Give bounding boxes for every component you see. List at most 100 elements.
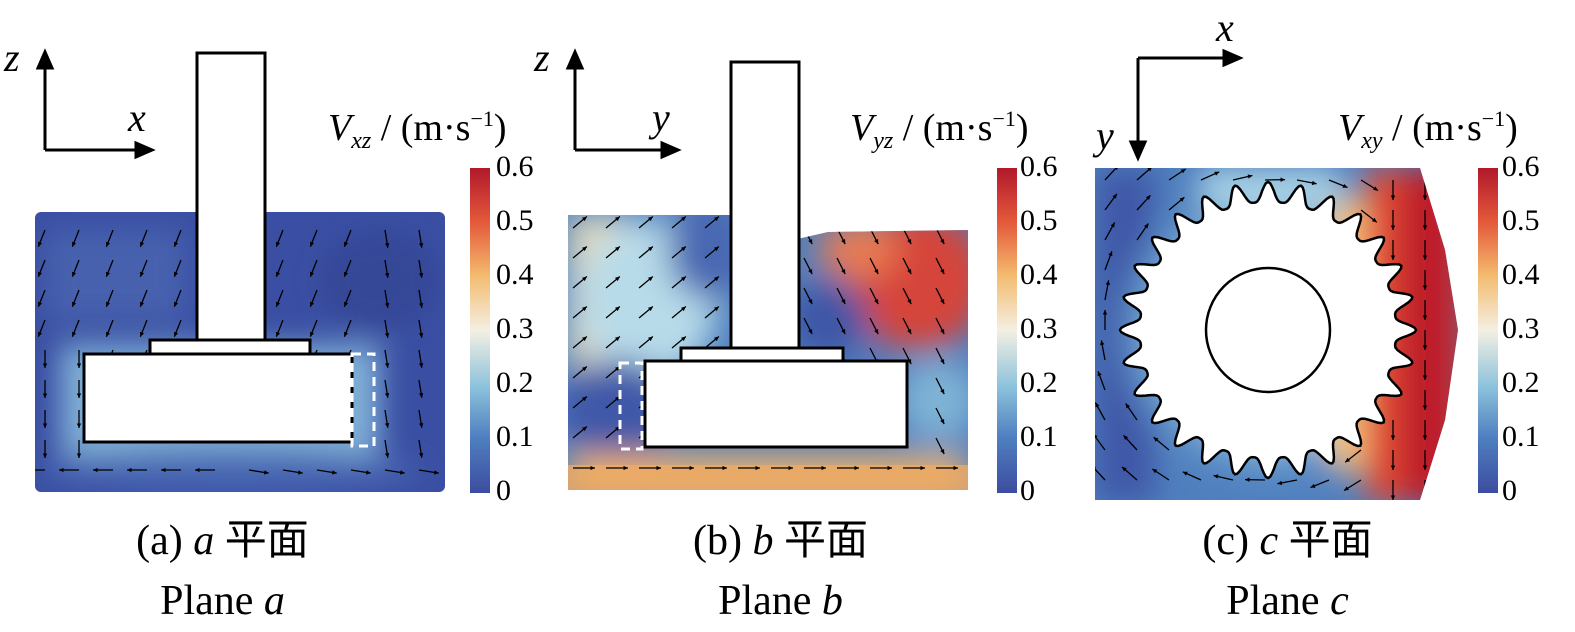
vector-arrowhead bbox=[681, 216, 686, 222]
vector-arrowhead bbox=[174, 301, 179, 307]
panel-c-caption-cn: (c) c 平面 bbox=[1025, 520, 1550, 562]
vector-arrowhead bbox=[1371, 217, 1377, 223]
vector-arrowhead bbox=[276, 331, 281, 337]
panel-c: x y Vxy / (m·s−1) 0.6 0.5 0.4 0.3 0.2 0.… bbox=[1050, 0, 1575, 632]
vector-arrowhead bbox=[1345, 457, 1351, 463]
colorbar-tick-label: 0.3 bbox=[496, 312, 534, 345]
vector-arrowhead bbox=[1152, 468, 1158, 474]
panel-a-caption-en: Plane a bbox=[0, 580, 485, 622]
vector-arrowhead bbox=[174, 241, 179, 247]
vector-arrowhead bbox=[310, 271, 315, 277]
vector-arrowhead bbox=[72, 241, 77, 247]
vector-arrowhead bbox=[681, 306, 686, 312]
vector-arrowhead bbox=[1108, 251, 1113, 257]
vector-arrowhead bbox=[331, 470, 337, 475]
vector-arrowhead bbox=[140, 331, 145, 337]
vector-arrowhead bbox=[344, 301, 349, 307]
vector-arrowhead bbox=[874, 269, 879, 275]
vector-arrowhead bbox=[1277, 480, 1283, 486]
vector-arrowhead bbox=[42, 423, 48, 428]
colorbar-tick-label: 0.5 bbox=[496, 204, 534, 237]
panel-a-graphics bbox=[25, 48, 490, 493]
vector-arrowhead bbox=[106, 241, 111, 247]
vector-arrowhead bbox=[25, 468, 30, 472]
vector-arrowhead bbox=[615, 276, 620, 282]
vector-arrowhead bbox=[1145, 195, 1151, 201]
colorbar-tick-label: 0.6 bbox=[496, 150, 534, 183]
vector-arrowhead bbox=[384, 272, 390, 278]
vector-arrowhead bbox=[1422, 195, 1428, 200]
panel-c-colorbar-unit-sup: −1 bbox=[1481, 106, 1506, 131]
vector-arrowhead bbox=[648, 216, 653, 222]
vector-arrowhead bbox=[1095, 433, 1098, 439]
panel-a-vertical-axis-label: z bbox=[4, 35, 20, 80]
vector-arrowhead bbox=[276, 271, 281, 277]
vector-arrowhead bbox=[887, 465, 892, 471]
vector-arrowhead bbox=[1247, 174, 1253, 179]
caption-cn: 平面 bbox=[773, 518, 868, 564]
vector-arrowhead bbox=[1110, 222, 1115, 228]
colorbar-tick-label: 0.5 bbox=[1020, 204, 1058, 237]
panel-a-colorbar-title: Vxz / (m·s−1) bbox=[328, 106, 507, 154]
vector-arrowhead bbox=[648, 276, 653, 282]
vector-arrowhead bbox=[907, 329, 912, 335]
vector-arrowhead bbox=[1422, 225, 1428, 230]
panel-c-colorbar-var: V bbox=[1338, 107, 1362, 149]
vector-arrowhead bbox=[1102, 310, 1108, 315]
vector-arrowhead bbox=[263, 470, 269, 475]
vector-arrowhead bbox=[1390, 255, 1396, 260]
vector-arrowhead bbox=[1125, 403, 1131, 409]
vector-arrowhead bbox=[76, 453, 82, 458]
panel-a-caption-cn: (a) a 平面 bbox=[0, 520, 485, 562]
vector-arrowhead bbox=[1245, 477, 1250, 482]
vector-arrowhead bbox=[72, 331, 77, 337]
panel-c-colorbar-sub: xy bbox=[1361, 128, 1383, 154]
vector-arrow bbox=[1095, 464, 1106, 481]
caption-cn: 平面 bbox=[214, 518, 309, 564]
panel-c-caption-en: Plane c bbox=[1025, 580, 1550, 622]
panel-a-colorbar-unit-sup: −1 bbox=[470, 106, 494, 131]
caption-cn: 平面 bbox=[1278, 518, 1373, 564]
vector-arrowhead bbox=[1422, 375, 1428, 380]
panel-a-colorbar-var: V bbox=[328, 107, 352, 149]
vector-arrowhead bbox=[418, 302, 424, 308]
vector-arrowhead bbox=[1390, 195, 1396, 200]
vector-arrowhead bbox=[38, 331, 43, 337]
vector-arrowhead bbox=[940, 449, 945, 455]
vector-arrowhead bbox=[1390, 435, 1396, 440]
vector-arrowhead bbox=[808, 299, 813, 305]
vector-arrowhead bbox=[140, 241, 145, 247]
vector-arrowhead bbox=[1311, 180, 1317, 186]
vector-arrowhead bbox=[344, 331, 349, 337]
caption-prefix: (a) bbox=[136, 518, 194, 564]
vector-arrowhead bbox=[940, 299, 945, 305]
panel-a-colorbar-unit-close: ) bbox=[493, 107, 507, 149]
vector-arrowhead bbox=[808, 239, 813, 245]
vector-arrowhead bbox=[582, 306, 587, 312]
vector-arrowhead bbox=[1422, 255, 1428, 260]
vector-arrowhead bbox=[1422, 345, 1428, 350]
vector-arrowhead bbox=[821, 465, 826, 471]
vector-arrowhead bbox=[174, 331, 179, 337]
vector-arrowhead bbox=[1095, 402, 1100, 408]
panel-b-colorbar-unit-close: ) bbox=[1015, 107, 1029, 149]
vector-arrowhead bbox=[615, 216, 620, 222]
colorbar-tick-label: 0.6 bbox=[1020, 150, 1058, 183]
vector-arrowhead bbox=[1179, 197, 1185, 202]
panel-a-colorbar bbox=[470, 168, 490, 493]
vector-arrowhead bbox=[582, 426, 587, 432]
vector-arrowhead bbox=[940, 419, 945, 425]
panel-b-caption-cn: (b) b 平面 bbox=[518, 520, 1043, 562]
vector-arrowhead bbox=[841, 329, 846, 335]
vector-arrowhead bbox=[38, 271, 43, 277]
vector-arrowhead bbox=[1112, 193, 1117, 199]
vector-arrowhead bbox=[714, 336, 719, 342]
vector-arrowhead bbox=[615, 246, 620, 252]
panel-a-horizontal-axis-label: x bbox=[128, 95, 146, 140]
vector-arrowhead bbox=[714, 276, 719, 282]
panel-c-vectors bbox=[1095, 168, 1428, 500]
vector-arrowhead bbox=[310, 331, 315, 337]
caption-en-prefix: Plane bbox=[1226, 578, 1331, 624]
panel-b-colorbar-unit-sup: −1 bbox=[992, 106, 1016, 131]
vector-arrowhead bbox=[1390, 465, 1396, 470]
